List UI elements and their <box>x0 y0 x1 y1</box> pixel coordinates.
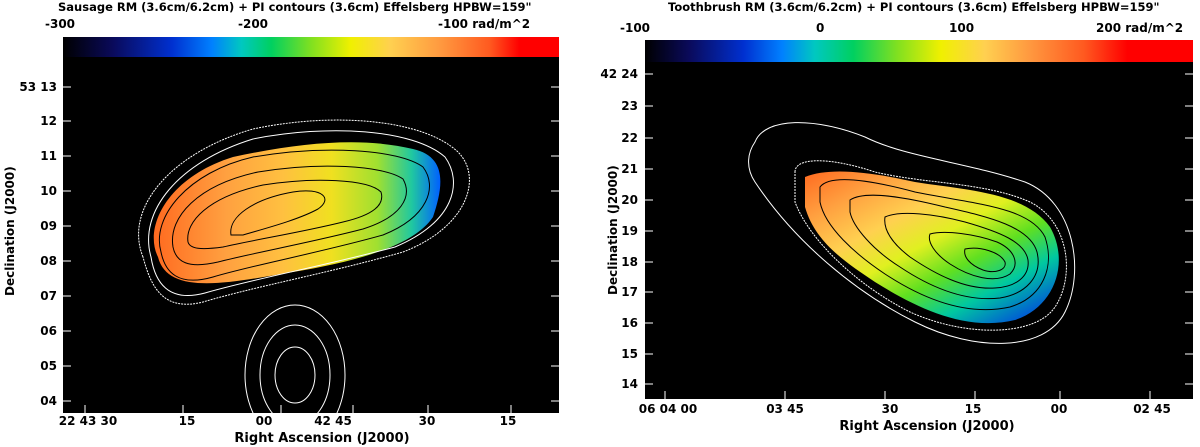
right-ytick-2: 23 <box>621 99 638 113</box>
left-ylabel: Declination (J2000) <box>3 166 17 296</box>
right-colorbar <box>645 40 1193 62</box>
right-ytick-5: 20 <box>621 193 638 207</box>
left-xtick-2: 15 <box>178 414 196 428</box>
right-xtick-5: 00 <box>1050 402 1068 416</box>
right-xtick-1: 06 04 00 <box>638 402 698 416</box>
left-xtick-4: 42 45 <box>314 414 352 428</box>
right-xlabel: Right Ascension (J2000) <box>839 419 1015 434</box>
right-map <box>645 62 1193 399</box>
left-title: Sausage RM (3.6cm/6.2cm) + PI contours (… <box>58 0 532 14</box>
left-ytick-3: 11 <box>40 149 57 163</box>
left-ytick-2: 12 <box>40 114 57 128</box>
right-cb-tick-4: 200 rad/m^2 <box>1096 21 1184 35</box>
left-xlabel: Right Ascension (J2000) <box>234 431 410 446</box>
right-ylabel: Declination (J2000) <box>606 165 620 295</box>
right-cb-tick-2: 0 <box>816 21 825 35</box>
right-cb-tick-3: 100 <box>949 21 975 35</box>
right-ytick-8: 17 <box>621 285 638 299</box>
left-ytick-6: 08 <box>40 254 57 268</box>
left-xtick-5: 30 <box>418 414 436 428</box>
right-xtick-6: 02 45 <box>1133 402 1171 416</box>
right-ytick-4: 21 <box>621 162 638 176</box>
left-xtick-6: 15 <box>499 414 517 428</box>
right-xtick-4: 15 <box>964 402 982 416</box>
left-xtick-1: 22 43 30 <box>58 414 118 428</box>
left-cb-tick-1: -300 <box>45 17 76 31</box>
right-ytick-3: 22 <box>621 131 638 145</box>
right-ytick-11: 14 <box>621 377 638 391</box>
right-ytick-9: 16 <box>621 316 638 330</box>
right-ytick-1: 42 24 <box>600 67 638 81</box>
left-ytick-10: 04 <box>40 394 57 408</box>
left-ytick-9: 05 <box>40 359 57 373</box>
left-ytick-4: 10 <box>40 184 57 198</box>
right-ytick-6: 19 <box>621 224 638 238</box>
right-title: Toothbrush RM (3.6cm/6.2cm) + PI contour… <box>668 0 1160 14</box>
left-cb-tick-2: -200 <box>238 17 269 31</box>
right-ytick-7: 18 <box>621 255 638 269</box>
left-colorbar <box>63 37 559 57</box>
left-cb-tick-3: -100 rad/m^2 <box>438 17 531 31</box>
right-xtick-3: 30 <box>881 402 899 416</box>
left-map <box>63 57 559 413</box>
left-ytick-8: 06 <box>40 324 57 338</box>
left-xtick-3: 00 <box>255 414 273 428</box>
left-panel: Sausage RM (3.6cm/6.2cm) + PI contours (… <box>0 0 580 447</box>
left-ytick-7: 07 <box>40 289 57 303</box>
left-ytick-1: 53 13 <box>19 80 57 94</box>
left-ytick-5: 09 <box>40 219 57 233</box>
right-panel: Toothbrush RM (3.6cm/6.2cm) + PI contour… <box>600 0 1200 447</box>
right-ytick-10: 15 <box>621 347 638 361</box>
right-xtick-2: 03 45 <box>766 402 804 416</box>
right-cb-tick-1: -100 <box>620 21 651 35</box>
